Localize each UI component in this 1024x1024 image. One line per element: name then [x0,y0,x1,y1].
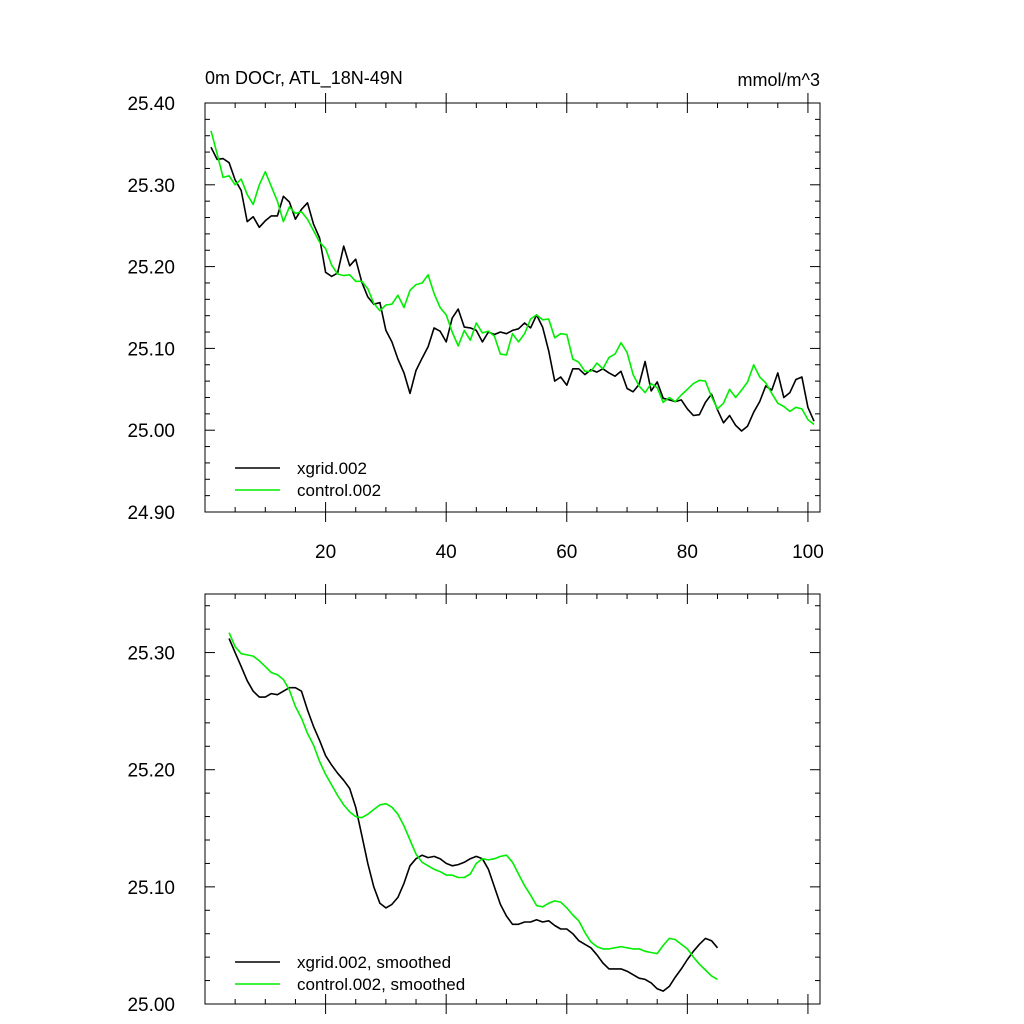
y-tick-label: 25.10 [127,878,175,899]
y-tick-label: 25.30 [127,644,175,665]
x-tick-label: 60 [556,542,577,563]
legend-label: control.002, smoothed [297,975,465,994]
plot-frame [204,102,821,513]
y-tick-label: 25.00 [127,421,175,442]
series-line-control [210,130,815,426]
units-label: mmol/m^3 [738,70,820,90]
legend-label: control.002 [297,481,381,500]
series-line-control [228,632,718,981]
bottom-panel: 25.00 25.10 25.20 25.30 xgrid.002, smoothed c… [127,584,821,1016]
y-tick-label: 25.20 [127,258,175,279]
y-tick-label: 25.20 [127,761,175,782]
x-tick-label: 100 [792,542,824,563]
series-line-xgrid [228,638,719,992]
top-panel: 24.90 25.00 25.10 25.20 25.30 25.40 20 40 60 80 10… [127,93,824,563]
y-tick-label: 25.30 [127,176,175,197]
y-tick-label: 25.10 [127,339,175,360]
legend-label: xgrid.002, smoothed [297,953,451,972]
x-tick-label: 20 [315,542,336,563]
plot-frame [204,593,821,1005]
chart-title: 0m DOCr, ATL_18N-49N [205,68,403,89]
x-tick-label: 80 [677,542,698,563]
y-tick-label: 24.90 [127,503,175,524]
y-tick-label: 25.40 [127,94,175,115]
legend-label: xgrid.002 [297,459,367,478]
series-line-xgrid [210,146,815,432]
x-tick-label: 40 [436,542,457,563]
y-tick-label: 25.00 [127,995,175,1016]
